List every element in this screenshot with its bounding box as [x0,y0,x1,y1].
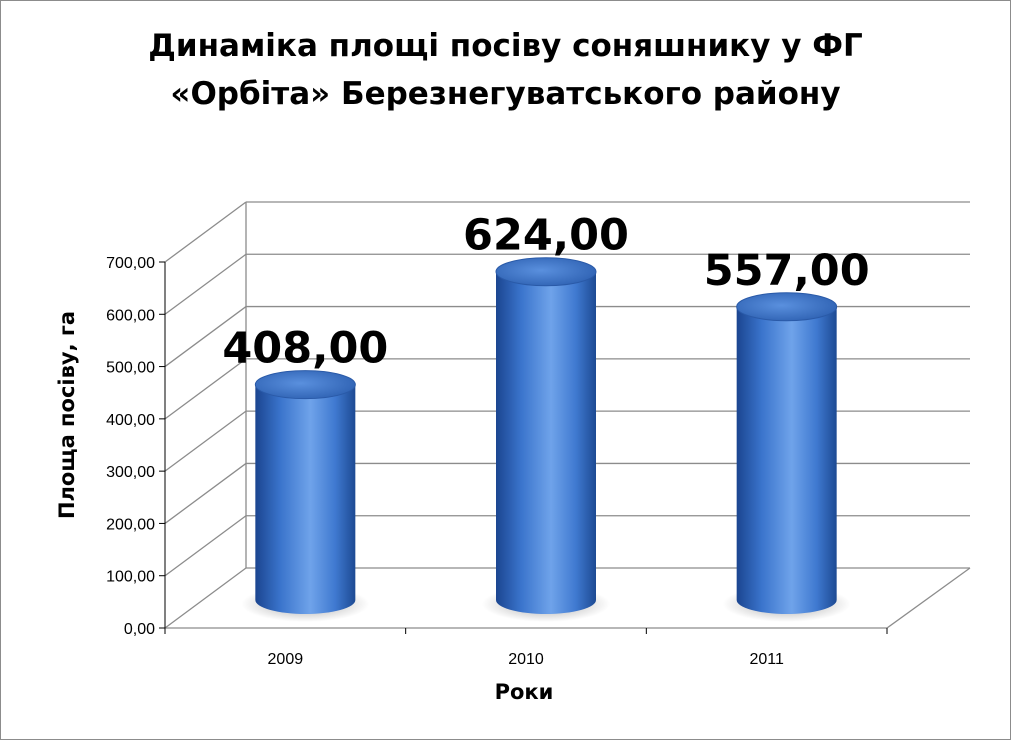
y-tick-label: 600,00 [106,307,155,324]
y-tick-label: 0,00 [124,621,155,638]
bar-body [736,306,837,614]
data-label: 624,00 [463,211,629,261]
chart-title-line-1: Динаміка площі посіву соняшнику у ФГ [148,28,863,64]
y-tick-label: 300,00 [106,464,155,481]
bar-top [495,257,597,287]
y-tick-label: 100,00 [106,569,155,586]
y-tick-label: 500,00 [106,360,155,377]
x-axis-title: Роки [495,680,554,704]
bar [722,292,851,622]
bar-top [736,292,838,322]
y-tick-label: 700,00 [106,255,155,272]
floor-side-edge [886,567,971,629]
x-tick-label: 2009 [268,651,304,668]
gridline-side [164,567,247,629]
gridline-side [164,462,247,524]
data-label: 557,00 [704,246,870,296]
bar [241,370,370,622]
chart-title: Динаміка площі посіву соняшнику у ФГ «Ор… [0,22,1011,118]
gridline-side [164,410,247,472]
gridline-side [164,515,247,577]
y-axis-title: Площа посіву, га [55,311,79,519]
bar [482,257,610,622]
x-tick-label: 2011 [749,651,784,668]
y-tick-label: 400,00 [106,412,155,429]
gridline-side [164,253,247,315]
data-label: 408,00 [222,324,388,374]
bar-body [496,271,596,614]
gridline-side [164,358,247,420]
x-tick-label: 2010 [508,651,544,668]
y-tick-label: 200,00 [106,516,155,533]
chart-title-line-2: «Орбіта» Березнегуватського району [170,76,841,112]
bar-top [254,370,356,400]
bar-body [255,384,356,614]
gridline-side [164,306,247,368]
gridline-side [164,201,247,263]
